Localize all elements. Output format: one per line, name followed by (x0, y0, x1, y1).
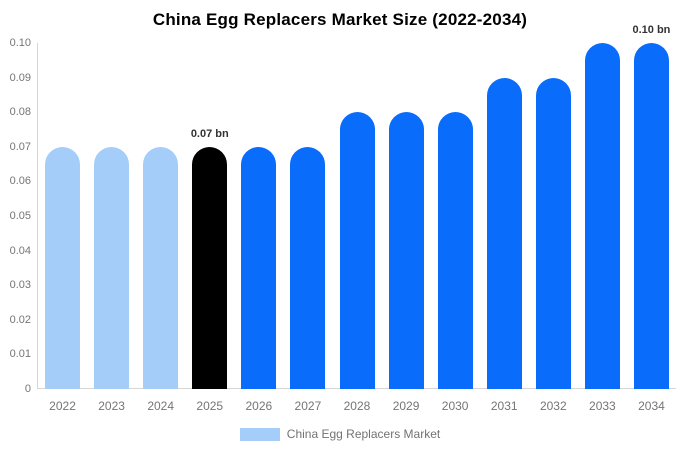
bar-2034[interactable] (633, 43, 669, 389)
bar-2024[interactable] (143, 146, 179, 389)
x-axis-label-2029: 2029 (392, 399, 420, 413)
y-axis-tick-label: 0.03 (9, 279, 31, 292)
x-axis-label-2034: 2034 (638, 399, 665, 413)
x-axis-label-2022: 2022 (49, 399, 76, 413)
x-axis-label-2023: 2023 (98, 399, 125, 413)
x-axis-label-2024: 2024 (147, 399, 175, 413)
bar-2022[interactable] (45, 146, 81, 389)
bar-2023[interactable] (94, 146, 130, 389)
y-axis-tick-label: 0.04 (9, 244, 31, 257)
legend[interactable]: China Egg Replacers Market (0, 427, 680, 441)
y-axis-tick-label: 0.02 (9, 313, 31, 326)
y-axis-line (37, 43, 38, 389)
x-axis-label-2027: 2027 (294, 399, 322, 413)
bar-2027[interactable] (290, 146, 326, 389)
bar-2029[interactable] (388, 112, 424, 389)
bar-2026[interactable] (241, 146, 277, 389)
chart-title: China Egg Replacers Market Size (2022-20… (152, 10, 528, 29)
x-axis-label-2026: 2026 (245, 399, 273, 413)
legend-label[interactable]: China Egg Replacers Market (286, 427, 441, 441)
y-axis-tick-label: 0 (24, 383, 31, 395)
data-label-2025: 0.07 bn (190, 127, 229, 140)
y-axis-tick-label: 0.09 (9, 71, 31, 84)
x-axis-label-2033: 2033 (589, 399, 616, 413)
y-axis-tick-label: 0.05 (9, 210, 31, 222)
bar-2031[interactable] (486, 77, 522, 389)
bar-2033[interactable] (584, 43, 620, 389)
y-axis-tick-label: 0.06 (9, 175, 31, 188)
x-axis-label-2030: 2030 (441, 399, 469, 413)
x-axis-label-2032: 2032 (539, 399, 567, 413)
bar-2032[interactable] (535, 77, 571, 389)
x-axis-label-2028: 2028 (343, 399, 371, 413)
bar-2025[interactable] (192, 146, 228, 389)
legend-swatch[interactable] (239, 427, 280, 441)
y-axis-tick-label: 0.08 (9, 106, 31, 119)
y-axis-tick-label: 0.07 (9, 140, 31, 153)
x-axis-label-2025: 2025 (196, 399, 224, 413)
bar-2030[interactable] (437, 112, 473, 389)
y-axis-tick-label: 0.10 (9, 37, 31, 49)
bar-2028[interactable] (339, 112, 375, 389)
x-axis-label-2031: 2031 (490, 399, 518, 413)
y-axis-tick-label: 0.01 (9, 348, 31, 361)
data-label-2034: 0.10 bn (632, 24, 671, 36)
